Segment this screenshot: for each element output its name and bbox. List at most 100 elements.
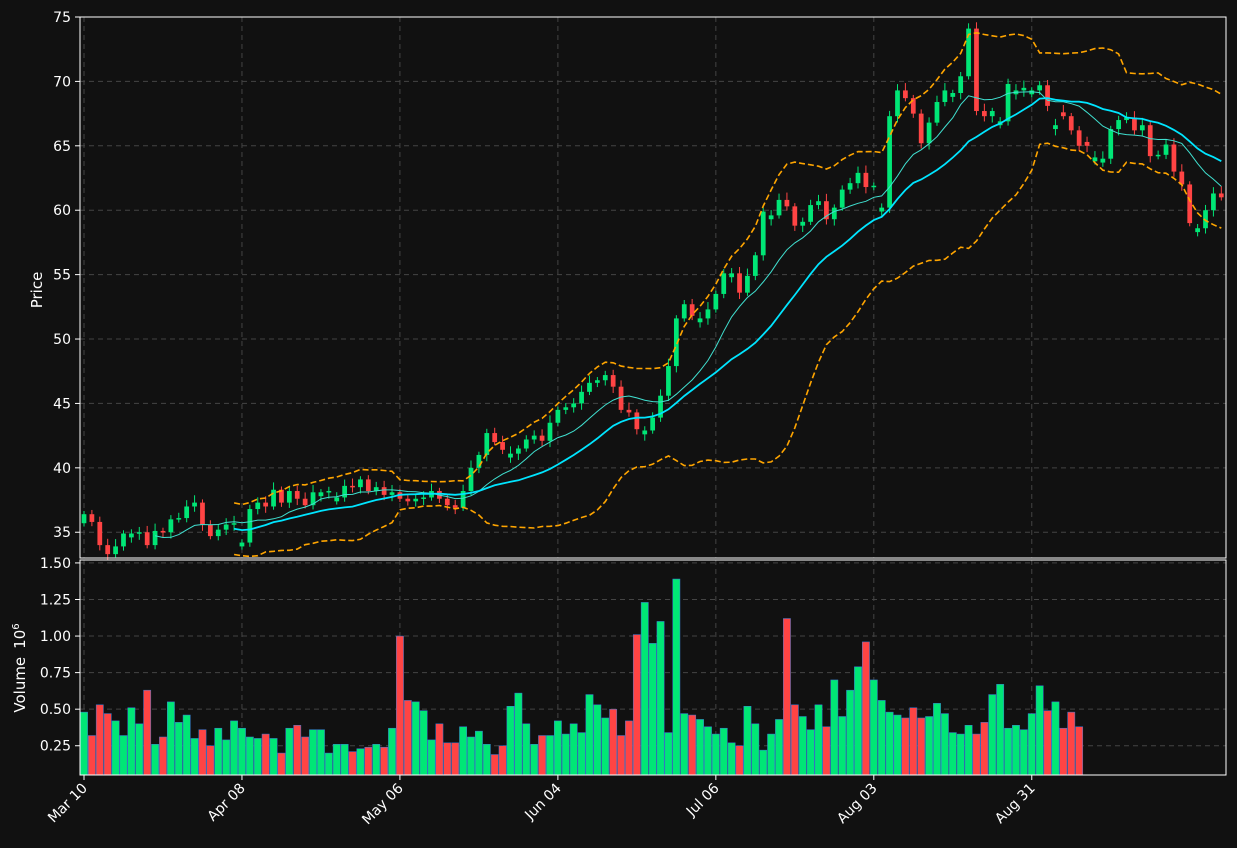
candle-body [152, 530, 158, 546]
volume-bar [127, 707, 136, 776]
candle-body [531, 435, 537, 440]
volume-tick-label: 0.75 [40, 666, 71, 682]
candle-body [231, 523, 237, 525]
candle-body [942, 90, 948, 103]
candle-body [184, 506, 190, 519]
candle-body [1211, 193, 1216, 211]
candle-body [705, 309, 711, 319]
volume-bar [372, 744, 381, 776]
volume-bar [403, 700, 412, 776]
candle-body [563, 407, 569, 410]
candle-body [516, 448, 521, 454]
volume-unit-exponent: 6 [11, 623, 22, 629]
volume-bar [893, 714, 902, 776]
volume-bar [1035, 685, 1044, 776]
volume-bar [443, 742, 452, 776]
candle-body [326, 491, 332, 493]
volume-bar [625, 720, 633, 776]
candle-body [792, 206, 798, 226]
candle-body [642, 430, 648, 435]
price-grid [80, 17, 1226, 558]
candle-body [1092, 157, 1098, 162]
price-tick-label: 50 [53, 332, 71, 348]
price-y-axis: 35 40 45 50 55 60 65 70 75 [53, 10, 80, 541]
candle-body [1203, 210, 1208, 229]
volume-axis-label: Volume 106 [11, 623, 29, 712]
candle-body [839, 189, 845, 208]
candle-body [681, 304, 687, 319]
candle-body [176, 518, 182, 520]
candle-body [800, 221, 806, 226]
volume-bar [119, 735, 128, 776]
volume-bar [830, 679, 839, 776]
volume-bar [396, 635, 404, 776]
candle-body [1171, 144, 1177, 172]
volume-bar [253, 738, 262, 776]
volume-y-axis: 0.25 0.50 0.75 1.00 1.25 1.50 [40, 556, 80, 755]
volume-bar [680, 713, 689, 776]
candle-body [460, 491, 466, 508]
candle-body [752, 255, 758, 276]
candle-body [207, 524, 213, 537]
candle-body [1155, 154, 1161, 157]
candle-body [602, 375, 608, 381]
volume-bar [522, 723, 531, 776]
candle-body [595, 380, 600, 383]
volume-bar [103, 713, 112, 776]
volume-bar [648, 643, 657, 776]
candle-body [1124, 117, 1129, 121]
volume-bar [609, 708, 618, 776]
volume-bar [854, 666, 862, 776]
candle-body [1021, 87, 1027, 91]
candle-body [389, 492, 395, 495]
candle-body [239, 542, 245, 547]
volume-bar [309, 729, 317, 776]
candle-body [484, 433, 490, 455]
volume-bar [909, 707, 918, 776]
volume-bar [301, 736, 310, 776]
candle-body [1005, 83, 1011, 122]
price-tick-label: 40 [53, 461, 71, 477]
volume-tick-label: 1.25 [40, 592, 71, 608]
volume-bar [814, 704, 823, 776]
volume-tick-label: 0.50 [40, 702, 71, 718]
candle-body [271, 489, 276, 507]
candle-body [808, 205, 813, 222]
volume-bar [506, 706, 515, 776]
volume-bar [585, 694, 594, 776]
candle-body [547, 422, 553, 441]
candle-body [1076, 130, 1082, 146]
price-panel-frame [79, 16, 1227, 559]
price-axis-label: Price [28, 272, 46, 309]
volume-bar [245, 736, 254, 776]
volume-bar [88, 735, 96, 776]
candle-body [768, 215, 774, 220]
candle-body [1218, 193, 1224, 198]
candle-body [121, 533, 126, 547]
candle-body [168, 519, 174, 533]
volume-bar [419, 710, 428, 776]
candle-body [689, 304, 695, 316]
candle-body [1179, 171, 1185, 185]
volume-bar [964, 725, 973, 776]
volume-bar [632, 634, 641, 776]
volume-bar [190, 738, 199, 776]
candle-body [350, 485, 355, 488]
candle-body [760, 211, 766, 256]
candle-body [444, 498, 450, 506]
candle-body [910, 98, 916, 114]
candle-body [982, 111, 987, 117]
candle-body [160, 530, 166, 533]
volume-bar [972, 733, 981, 776]
candle-body [816, 201, 821, 206]
volume-bar [925, 716, 933, 776]
price-tick-label: 75 [53, 10, 71, 26]
candle-body [587, 382, 592, 392]
volume-bar [135, 723, 144, 776]
candle-body [903, 90, 908, 99]
volume-bar [206, 745, 215, 776]
candle-body [824, 201, 829, 220]
volume-bar [159, 736, 167, 776]
candle-body [247, 509, 253, 543]
candle-body [452, 505, 458, 508]
